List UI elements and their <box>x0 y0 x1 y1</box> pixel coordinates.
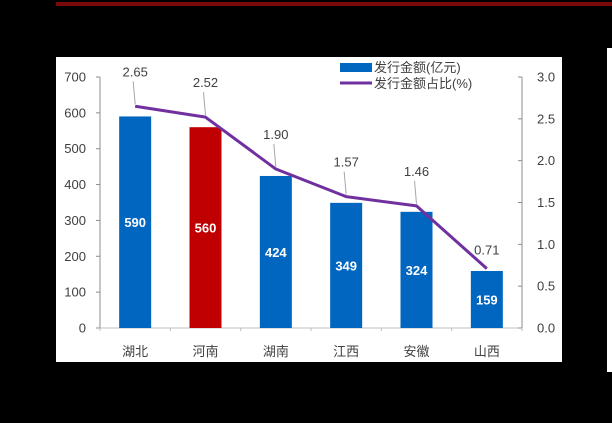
left-y-tick-label: 100 <box>64 285 86 300</box>
right-y-tick-label: 3.0 <box>537 70 555 85</box>
bar-安徽 <box>400 211 433 328</box>
adjacent-panel-edge <box>607 48 612 372</box>
x-category-label: 安徽 <box>403 344 429 359</box>
x-category-label: 河南 <box>192 344 218 359</box>
x-category-label: 山西 <box>474 344 500 359</box>
line-value-label: 2.65 <box>123 64 148 79</box>
x-category-label: 江西 <box>333 344 359 359</box>
bar-湖北 <box>119 116 152 328</box>
line-value-label: 1.57 <box>334 155 359 170</box>
left-y-tick-label: 0 <box>79 321 86 336</box>
legend-bar-swatch <box>340 63 372 72</box>
right-y-tick-label: 2.0 <box>537 153 555 168</box>
line-value-label: 0.71 <box>474 243 499 258</box>
left-y-tick-label: 500 <box>64 141 86 156</box>
share-line <box>134 104 488 270</box>
bar-江西 <box>330 202 363 328</box>
left-y-tick-label: 600 <box>64 105 86 120</box>
bar-value-label: 424 <box>265 245 287 260</box>
bar-value-label: 324 <box>406 263 428 278</box>
x-category-label: 湖北 <box>122 344 148 359</box>
header-accent-bar <box>56 2 612 6</box>
line-value-label: 2.52 <box>193 75 218 90</box>
data-label-leader <box>273 143 277 168</box>
right-y-tick-label: 0.5 <box>537 279 555 294</box>
bar-湖南 <box>259 175 292 328</box>
bar-河南 <box>189 127 222 328</box>
line-value-label: 1.46 <box>404 164 429 179</box>
line-value-label: 1.90 <box>263 127 288 142</box>
left-y-tick-label: 300 <box>64 213 86 228</box>
data-label-leader <box>414 180 417 204</box>
legend-line-label: 发行金额占比(%) <box>374 76 472 91</box>
chart-panel: 0 100 200 300 400 500 600 700 0.0 0.5 1.0 1.5 2.0 2.5… <box>56 57 562 362</box>
right-y-tick-label: 0.0 <box>537 321 555 336</box>
left-y-tick-label: 200 <box>64 249 86 264</box>
bar-value-label: 560 <box>195 221 217 236</box>
data-label-leader <box>132 81 136 105</box>
legend-bar-label: 发行金额(亿元) <box>374 60 461 75</box>
combo-bar-line-chart: 0 100 200 300 400 500 600 700 0.0 0.5 1.0 1.5 2.0 2.5… <box>64 60 555 359</box>
bar-山西 <box>470 270 503 328</box>
right-y-tick-label: 2.5 <box>537 111 555 126</box>
left-y-tick-label: 700 <box>64 70 86 85</box>
left-y-tick-label: 400 <box>64 177 86 192</box>
data-label-leader <box>203 92 206 116</box>
bar-value-label: 159 <box>476 292 498 307</box>
bar-value-label: 590 <box>124 215 146 230</box>
bar-value-label: 349 <box>335 258 357 273</box>
right-y-tick-label: 1.0 <box>537 237 555 252</box>
x-category-label: 湖南 <box>263 344 289 359</box>
right-y-tick-label: 1.5 <box>537 195 555 210</box>
data-label-leader <box>343 171 347 195</box>
